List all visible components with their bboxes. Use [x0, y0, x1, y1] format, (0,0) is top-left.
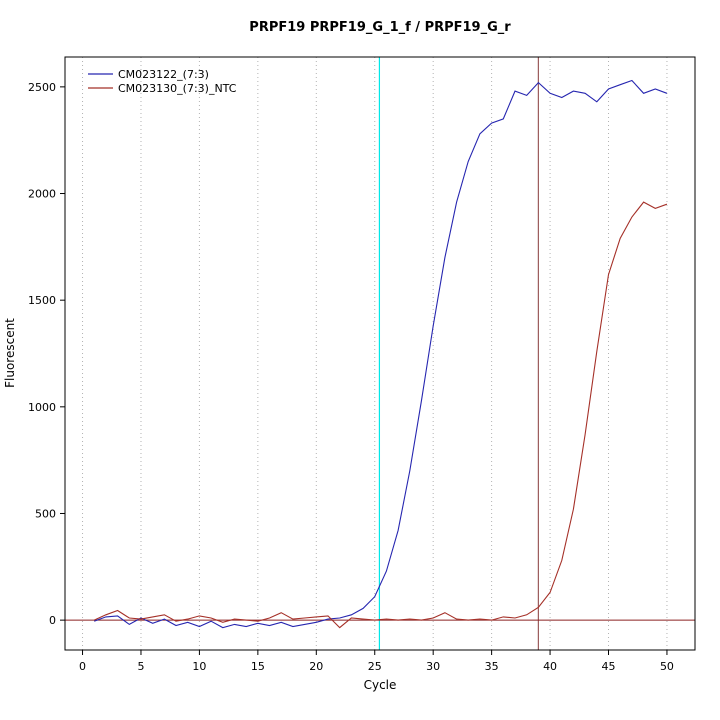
x-tick-label: 25	[368, 660, 382, 673]
x-tick-label: 5	[137, 660, 144, 673]
plot-area: 0 5 10 15 20 25 30 35 40 45 5005001000150020002500…	[28, 56, 696, 673]
x-tick-label: 15	[251, 660, 265, 673]
y-axis-label: Fluorescent	[3, 318, 17, 388]
plot-border	[64, 56, 696, 651]
x-tick-label: 10	[192, 660, 206, 673]
series-line-1	[93, 201, 668, 629]
x-tick-label: 45	[602, 660, 616, 673]
y-tick-label: 0	[49, 614, 56, 627]
legend-label: CM023130_(7:3)_NTC	[118, 82, 237, 95]
x-tick-label: 0	[79, 660, 86, 673]
x-tick-label: 50	[660, 660, 674, 673]
chart-title: PRPF19 PRPF19_G_1_f / PRPF19_G_r	[249, 20, 511, 35]
x-tick-label: 35	[485, 660, 499, 673]
x-tick-label: 20	[309, 660, 323, 673]
x-tick-label: 30	[426, 660, 440, 673]
y-tick-label: 500	[35, 507, 56, 520]
x-axis-label: Cycle	[364, 678, 397, 692]
y-tick-label: 2500	[28, 81, 56, 94]
y-tick-label: 1000	[28, 401, 56, 414]
y-tick-label: 1500	[28, 294, 56, 307]
legend-label: CM023122_(7:3)	[118, 68, 209, 81]
x-tick-label: 40	[543, 660, 557, 673]
series-line-0	[94, 79, 668, 629]
y-tick-label: 2000	[28, 188, 56, 201]
